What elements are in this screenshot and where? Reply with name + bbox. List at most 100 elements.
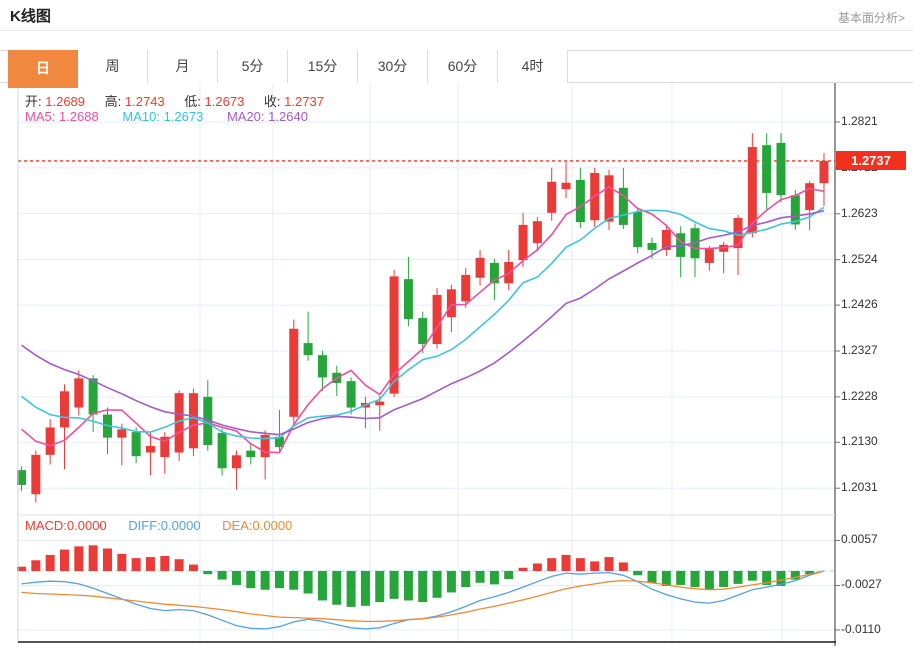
macd-bar — [432, 571, 442, 598]
ma10-label: MA10: — [122, 109, 160, 124]
macd-histogram-layer — [17, 545, 815, 607]
dea-line — [21, 570, 825, 623]
price-axis-label: 1.2623 — [841, 205, 878, 220]
tab-日[interactable]: 日 — [8, 50, 78, 88]
macd-bar — [532, 563, 542, 571]
open-label: 开: — [25, 94, 42, 109]
macd-bar — [346, 571, 356, 607]
macd-bar — [45, 554, 55, 571]
macd-label: MACD: — [25, 518, 67, 533]
candle-body — [446, 289, 456, 318]
candle-body — [733, 217, 743, 249]
macd-bar — [446, 571, 456, 593]
macd-bar — [217, 571, 227, 580]
ma5-line — [20, 186, 825, 454]
macd-bar — [74, 546, 84, 571]
tab-30分[interactable]: 30分 — [358, 50, 428, 83]
diff-value: 0.0000 — [160, 518, 201, 533]
tab-周[interactable]: 周 — [78, 50, 148, 83]
candle-body — [575, 179, 585, 223]
macd-bar — [145, 557, 155, 571]
macd-value: 0.0000 — [66, 518, 107, 533]
ma10-value: 1.2673 — [163, 109, 204, 124]
tab-15分[interactable]: 15分 — [288, 50, 358, 83]
macd-bar — [88, 545, 98, 571]
ma5-label: MA5: — [25, 109, 56, 124]
macd-bar — [203, 571, 213, 575]
macd-bar — [418, 571, 428, 603]
macd-bar — [489, 571, 499, 585]
price-axis-label: 1.2524 — [841, 251, 878, 266]
candle-body — [518, 224, 528, 261]
macd-bar — [604, 557, 614, 571]
candle-body — [647, 242, 657, 250]
candle-body — [289, 328, 299, 417]
candle-body — [188, 393, 198, 449]
macd-bar — [317, 571, 327, 601]
candle-body — [274, 436, 284, 447]
macd-bar — [102, 548, 112, 571]
candle-body — [217, 433, 227, 469]
tab-60分[interactable]: 60分 — [428, 50, 498, 83]
candle-body — [547, 181, 557, 213]
macd-bar — [561, 554, 571, 571]
candle-body — [604, 175, 614, 222]
candle-body — [633, 211, 643, 248]
close-value: 1.2737 — [284, 94, 324, 109]
low-value: 1.2673 — [204, 94, 245, 109]
ma5-value: 1.2688 — [58, 109, 99, 124]
tab-4时[interactable]: 4时 — [498, 50, 568, 83]
macd-bar — [547, 558, 557, 571]
candle-body — [461, 274, 471, 302]
macd-bar — [676, 571, 686, 585]
ma10-line — [21, 206, 825, 440]
candle-body — [303, 343, 313, 356]
diff-label: DIFF: — [128, 518, 161, 533]
macd-bar — [274, 571, 284, 589]
candle-body — [59, 391, 69, 428]
candle-body — [231, 455, 241, 469]
price-axis-label: 1.2031 — [841, 480, 878, 495]
tab-5分[interactable]: 5分 — [218, 50, 288, 83]
candle-body — [17, 470, 26, 485]
macd-bar — [231, 571, 241, 585]
candle-body — [403, 279, 413, 320]
candle-body — [389, 276, 399, 394]
macd-bar — [17, 566, 26, 571]
open-value: 1.2689 — [45, 94, 86, 109]
macd-bar — [590, 561, 600, 571]
macd-bar — [475, 571, 485, 583]
macd-bar — [360, 571, 370, 606]
candle-body — [74, 378, 84, 408]
candle-body — [819, 160, 829, 184]
candle-body — [375, 401, 385, 406]
macd-bar — [518, 567, 528, 571]
fundamental-analysis-link[interactable]: 基本面分析> — [837, 11, 905, 25]
candle-body — [704, 248, 714, 263]
macd-bar — [59, 549, 69, 571]
low-label: 低: — [184, 94, 201, 109]
close-label: 收: — [263, 94, 281, 109]
candles-layer — [17, 133, 829, 503]
tab-月[interactable]: 月 — [148, 50, 218, 83]
candle-body — [561, 182, 571, 190]
macd-bar — [704, 571, 714, 590]
macd-bar — [805, 571, 815, 575]
macd-bar — [303, 571, 313, 594]
candle-body — [31, 454, 41, 495]
candle-body — [260, 434, 270, 458]
price-axis-label: 1.2228 — [841, 388, 878, 403]
macd-bar — [188, 564, 198, 571]
high-value: 1.2743 — [124, 94, 165, 109]
candle-body — [131, 432, 141, 457]
candle-body — [145, 446, 155, 453]
macd-axis-label: 0.0057 — [841, 532, 878, 547]
macd-axis-label: -0.0027 — [841, 577, 882, 592]
macd-bar — [733, 571, 743, 584]
candle-body — [160, 436, 170, 458]
macd-bar — [246, 571, 256, 589]
macd-bar — [719, 571, 729, 588]
candle-body — [117, 429, 127, 438]
